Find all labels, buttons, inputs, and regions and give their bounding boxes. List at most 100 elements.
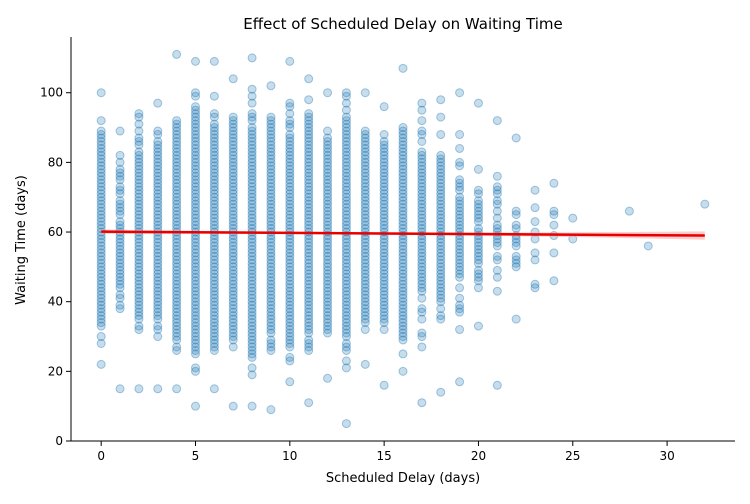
- data-point: [209, 178, 219, 188]
- data-point: [417, 105, 427, 115]
- data-point: [209, 126, 219, 136]
- data-point: [323, 325, 333, 335]
- data-point: [228, 203, 238, 213]
- data-point: [323, 143, 333, 153]
- data-point: [473, 237, 483, 247]
- data-point: [473, 321, 483, 331]
- data-point: [266, 154, 276, 164]
- data-point: [247, 269, 257, 279]
- y-tick-label: 80: [48, 155, 63, 169]
- data-point: [360, 241, 370, 251]
- data-point: [153, 276, 163, 286]
- data-point: [153, 248, 163, 258]
- data-point: [360, 185, 370, 195]
- data-point: [341, 304, 351, 314]
- data-point: [228, 307, 238, 317]
- data-point: [417, 203, 427, 213]
- data-point: [228, 276, 238, 286]
- data-point: [153, 189, 163, 199]
- data-point: [228, 297, 238, 307]
- data-point: [455, 325, 465, 335]
- data-point: [304, 154, 314, 164]
- data-point: [379, 248, 389, 258]
- data-point: [209, 182, 219, 192]
- data-point: [191, 164, 200, 174]
- data-point: [341, 318, 351, 328]
- data-point: [96, 164, 106, 174]
- data-point: [247, 143, 257, 153]
- data-point: [436, 237, 446, 247]
- data-point: [530, 248, 540, 258]
- data-point: [323, 234, 333, 244]
- data-point: [323, 189, 333, 199]
- data-point: [209, 175, 219, 185]
- data-point: [228, 241, 238, 251]
- data-point: [341, 175, 351, 185]
- data-point: [266, 185, 276, 195]
- data-point: [530, 185, 540, 195]
- data-point: [134, 126, 144, 136]
- data-point: [436, 251, 446, 261]
- y-tick-label: 60: [48, 225, 63, 239]
- data-point: [96, 262, 106, 272]
- data-point: [153, 171, 163, 181]
- data-point: [304, 217, 314, 227]
- data-point: [191, 244, 200, 254]
- data-point: [191, 321, 200, 331]
- data-point: [455, 196, 465, 206]
- data-point: [304, 304, 314, 314]
- data-point: [285, 150, 295, 160]
- data-point: [436, 112, 446, 122]
- data-point: [228, 262, 238, 272]
- data-point: [228, 321, 238, 331]
- data-point: [530, 283, 540, 293]
- data-point: [285, 272, 295, 282]
- data-point: [436, 199, 446, 209]
- data-point: [191, 363, 200, 373]
- data-point: [360, 189, 370, 199]
- data-point: [172, 171, 182, 181]
- data-point: [455, 377, 465, 387]
- data-point: [172, 342, 182, 352]
- data-point: [417, 210, 427, 220]
- data-point: [492, 206, 502, 216]
- data-point: [96, 154, 106, 164]
- data-point: [304, 178, 314, 188]
- data-point: [285, 102, 295, 112]
- data-point: [341, 342, 351, 352]
- data-point: [473, 189, 483, 199]
- data-point: [247, 164, 257, 174]
- data-point: [304, 109, 314, 119]
- data-point: [191, 279, 200, 289]
- data-point: [455, 269, 465, 279]
- data-point: [266, 143, 276, 153]
- data-point: [398, 248, 408, 258]
- data-point: [115, 290, 125, 300]
- data-point: [266, 314, 276, 324]
- data-point: [115, 168, 125, 178]
- data-point: [341, 140, 351, 150]
- data-point: [417, 286, 427, 296]
- data-point: [379, 168, 389, 178]
- data-point: [228, 217, 238, 227]
- data-point: [323, 171, 333, 181]
- data-point: [209, 112, 219, 122]
- data-point: [285, 234, 295, 244]
- data-point: [247, 150, 257, 160]
- data-point: [209, 130, 219, 140]
- data-point: [398, 196, 408, 206]
- data-point: [304, 150, 314, 160]
- data-point: [417, 272, 427, 282]
- data-point: [115, 241, 125, 251]
- data-point: [285, 352, 295, 362]
- data-point: [247, 349, 257, 359]
- data-point: [323, 311, 333, 321]
- data-point: [96, 276, 106, 286]
- data-point: [134, 213, 144, 223]
- data-point: [417, 314, 427, 324]
- data-point: [417, 307, 427, 317]
- data-point: [266, 192, 276, 202]
- data-point: [247, 321, 257, 331]
- data-point: [304, 175, 314, 185]
- data-point: [304, 297, 314, 307]
